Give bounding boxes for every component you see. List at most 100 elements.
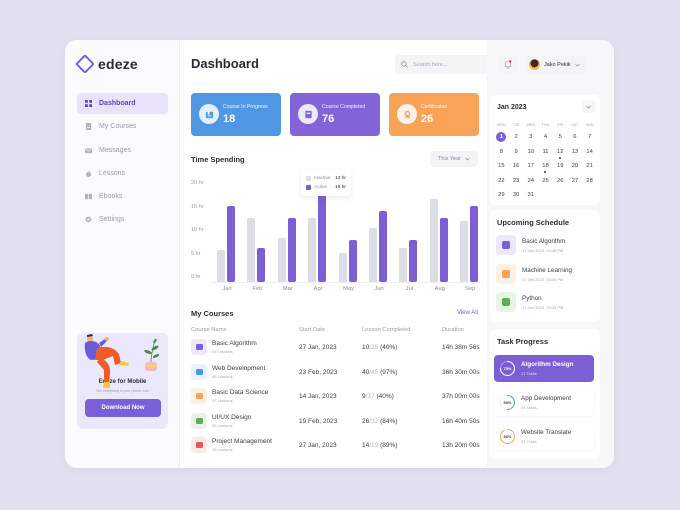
view-all-link[interactable]: View All <box>457 310 478 316</box>
course-name[interactable]: Project Management <box>212 438 272 445</box>
search-input[interactable]: Search here... <box>395 55 501 74</box>
day-number: 9 <box>514 148 518 155</box>
calendar-day[interactable]: 14 <box>582 147 597 162</box>
notification-button[interactable] <box>499 55 517 74</box>
course-lessons: 32 Lessons <box>212 422 233 428</box>
table-row[interactable]: Basic Data Science 37 Lessons 14 Jan, 2023… <box>191 386 481 408</box>
calendar-day[interactable]: 2 <box>509 132 524 147</box>
course-start-date: 14 Jan, 2023 <box>299 393 337 400</box>
calendar-day[interactable]: 21 <box>582 161 597 176</box>
calendar-day[interactable]: 17 <box>523 161 538 176</box>
calendar-day[interactable]: 1 <box>494 132 509 147</box>
calendar-day[interactable]: 28 <box>582 176 597 191</box>
calendar-day[interactable]: 13 <box>568 147 583 162</box>
bar-inactive[interactable] <box>369 228 377 282</box>
calendar-day[interactable]: 7 <box>582 132 597 147</box>
calendar-day[interactable]: 10 <box>523 147 538 162</box>
download-now-button[interactable]: Download Now <box>85 399 161 417</box>
bar-inactive[interactable] <box>308 218 317 282</box>
calendar-day[interactable]: 12 <box>553 147 568 162</box>
task-item[interactable]: 90% Website Translate 37 Tasks <box>494 423 594 450</box>
schedule-item[interactable]: Machine Learning 17 Jan 2023, 03:45 PM <box>496 263 596 286</box>
day-number: 5 <box>558 134 562 140</box>
schedule-item[interactable]: Python 17 Jan 2023, 03:45 PM <box>496 292 596 314</box>
bar-active[interactable] <box>439 218 448 282</box>
logo[interactable]: edeze <box>75 54 138 74</box>
stat-card-completed[interactable]: Course Completed 76 <box>290 93 380 136</box>
time-range-dropdown[interactable]: This Year <box>430 151 478 167</box>
calendar-month-dropdown[interactable] <box>582 100 595 113</box>
stat-card-certificates[interactable]: Certificates 26 <box>389 93 479 136</box>
bar-inactive[interactable] <box>338 252 347 282</box>
calendar-day[interactable]: 27 <box>568 176 583 191</box>
sidebar-item-dashboard[interactable]: Dashboard <box>77 93 168 114</box>
calendar-day[interactable]: 19 <box>553 161 568 176</box>
bar-active[interactable] <box>287 218 296 282</box>
x-tick: May <box>343 286 355 292</box>
bar-inactive[interactable] <box>399 247 408 282</box>
stat-card-in-progress[interactable]: Course In Progress 18 <box>191 93 281 136</box>
course-name[interactable]: Basic Data Science <box>212 389 269 396</box>
table-row[interactable]: Project Management 19 Lessons 27 Jan, 2023… <box>191 435 481 457</box>
calendar-day[interactable]: 23 <box>509 176 524 191</box>
bar-active[interactable] <box>379 210 387 282</box>
chevron-down-icon <box>586 105 591 108</box>
sidebar-item-my-courses[interactable]: My Courses <box>77 116 168 137</box>
calendar-day[interactable]: 24 <box>523 176 538 191</box>
course-name[interactable]: Web Development <box>212 364 266 372</box>
bar-group <box>247 180 267 282</box>
calendar-day[interactable]: 6 <box>568 132 583 147</box>
main-content: Dashboard Search here... Course In Progr… <box>180 40 501 468</box>
calendar-day[interactable]: 18 <box>538 161 553 176</box>
sidebar-item-settings[interactable]: Settings <box>77 209 168 230</box>
course-name[interactable]: UI/UX Design <box>212 413 252 421</box>
table-row[interactable]: Web Development 45 Lessons 23 Feb, 2023 40/… <box>191 362 481 384</box>
calendar-day[interactable]: 11 <box>538 147 553 162</box>
bar-active[interactable] <box>318 193 327 282</box>
user-menu[interactable]: Jako Pekik <box>525 55 585 74</box>
table-row[interactable]: UI/UX Design 32 Lessons 19 Feb, 2023 26/32 … <box>191 411 481 433</box>
calendar-day[interactable]: 16 <box>509 161 524 176</box>
calendar-day[interactable]: 22 <box>494 176 509 191</box>
day-number: 1 <box>496 132 507 142</box>
search-placeholder: Search here... <box>413 61 448 68</box>
bar-active[interactable] <box>409 240 418 282</box>
course-name[interactable]: Basic Algorithm <box>212 340 257 347</box>
calendar-day[interactable]: 26 <box>553 176 568 191</box>
schedule-item[interactable]: Basic Algorithm 17 Jan 2023, 03:45 PM <box>496 235 596 257</box>
calendar-day[interactable]: 30 <box>509 190 524 205</box>
monitor-icon <box>191 412 207 429</box>
calendar-day[interactable]: 9 <box>509 147 524 162</box>
y-tick: 5 hr <box>191 251 201 257</box>
calendar-icon <box>191 437 207 453</box>
bar-active[interactable] <box>257 247 266 282</box>
sidebar-item-messages[interactable]: Messages <box>77 140 168 161</box>
calendar-day[interactable]: 3 <box>523 132 538 147</box>
calendar-day[interactable]: 5 <box>553 132 568 147</box>
calendar-day[interactable]: 20 <box>568 161 583 176</box>
bar-active[interactable] <box>227 206 235 282</box>
calendar-day[interactable]: 29 <box>494 190 509 205</box>
weekday-label: MON <box>496 123 506 127</box>
bar-inactive[interactable] <box>460 220 469 282</box>
bar-inactive[interactable] <box>217 250 225 282</box>
bar-inactive[interactable] <box>247 218 256 282</box>
icon-glyph <box>195 417 203 424</box>
calendar-day[interactable]: 25 <box>538 176 553 191</box>
calendar-day[interactable]: 8 <box>494 147 509 162</box>
calendar-grid: MON TUE WED THU FRI SAT SUN 1 2 3 4 5 6 7 8 9 10 11 12 13 14… <box>494 123 597 205</box>
task-item[interactable]: 50% App Development 24 Tasks <box>494 389 594 416</box>
bar-active[interactable] <box>470 206 479 282</box>
calendar-day[interactable]: 31 <box>523 190 538 205</box>
bar-active[interactable] <box>348 240 357 282</box>
column-header: Lesson Completed <box>362 327 411 333</box>
calendar-day[interactable]: 4 <box>538 132 553 147</box>
day-number: 25 <box>542 177 549 184</box>
task-item[interactable]: 75% Algorithm Design 17 Tasks <box>494 355 594 382</box>
bar-inactive[interactable] <box>429 198 438 282</box>
calendar-day[interactable]: 15 <box>494 161 509 176</box>
bar-inactive[interactable] <box>277 237 286 282</box>
sidebar-item-lessons[interactable]: Lessons <box>77 163 168 184</box>
sidebar-item-ebooks[interactable]: Ebooks <box>77 186 168 207</box>
table-row[interactable]: Basic Algorithm 25 Lessons 27 Jan, 2023 10/… <box>191 337 481 359</box>
